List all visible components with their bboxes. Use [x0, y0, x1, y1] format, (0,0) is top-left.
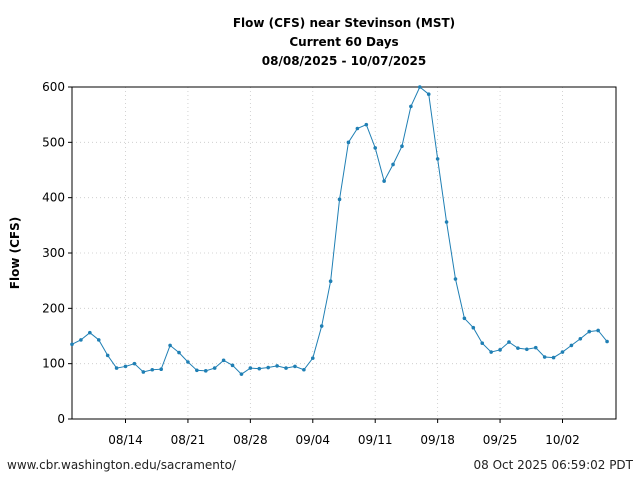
x-tick-label: 09/18: [420, 433, 455, 447]
chart-title-line: Flow (CFS) near Stevinson (MST): [233, 16, 455, 30]
y-tick-label: 300: [42, 246, 65, 260]
data-point: [444, 220, 449, 224]
data-point: [480, 341, 485, 345]
data-point: [382, 179, 386, 183]
data-point: [489, 350, 493, 354]
x-tick-label: 08/28: [233, 433, 268, 447]
data-point: [310, 356, 315, 360]
data-point: [587, 329, 592, 334]
data-point: [302, 367, 306, 372]
series-group: [70, 85, 609, 376]
data-point: [257, 366, 262, 371]
data-point: [418, 85, 422, 89]
flow-series-line: [71, 86, 608, 375]
data-point: [596, 328, 600, 333]
x-tick-label: 09/04: [295, 433, 330, 447]
data-point: [230, 363, 235, 368]
data-point: [605, 339, 609, 344]
data-point: [96, 338, 101, 342]
data-point: [266, 365, 271, 370]
data-point: [221, 358, 226, 363]
data-point: [177, 350, 181, 355]
axis-ticks: 0 100 200 300 400 500 600 08/14 08/21 08/28 09/04 0…: [42, 80, 580, 447]
y-tick-label: 100: [42, 357, 65, 371]
data-point: [426, 92, 431, 96]
data-point: [328, 279, 333, 284]
chart-title-block: Flow (CFS) near Stevinson (MST) Current 6…: [233, 16, 455, 68]
y-tick-label: 200: [42, 301, 65, 315]
timestamp-footer: 08 Oct 2025 06:59:02 PDT: [473, 458, 633, 472]
data-point: [551, 355, 556, 360]
data-point: [150, 367, 155, 372]
data-point: [516, 346, 520, 350]
data-point: [364, 122, 369, 127]
data-point: [88, 330, 92, 335]
data-point: [114, 366, 119, 370]
data-point: [105, 353, 110, 358]
data-point: [275, 364, 279, 368]
data-point: [542, 355, 547, 359]
x-tick-label: 09/11: [358, 433, 393, 447]
data-point: [409, 104, 413, 109]
x-tick-label: 08/14: [108, 433, 143, 447]
y-tick-label: 500: [42, 135, 65, 149]
data-point: [239, 372, 244, 376]
x-tick-label: 10/02: [545, 433, 580, 447]
data-point: [578, 336, 583, 341]
data-point: [141, 370, 146, 374]
data-point: [123, 364, 128, 369]
data-point: [195, 368, 199, 373]
data-point: [132, 361, 137, 366]
data-point: [159, 367, 163, 372]
source-url-footer: www.cbr.washington.edu/sacramento/: [7, 458, 236, 472]
y-axis-label: Flow (CFS): [8, 217, 22, 289]
data-point: [525, 347, 529, 352]
data-point: [560, 350, 565, 354]
data-point: [498, 348, 502, 352]
data-point: [337, 197, 342, 202]
data-point: [373, 146, 378, 150]
chart-title-line: Current 60 Days: [289, 35, 398, 49]
data-point: [569, 343, 574, 348]
data-point: [391, 162, 395, 167]
data-point: [186, 360, 190, 364]
data-point: [168, 343, 172, 348]
data-point: [346, 140, 351, 145]
data-point: [507, 340, 511, 344]
data-point: [319, 324, 324, 328]
x-tick-label: 09/25: [483, 433, 518, 447]
data-point: [293, 364, 297, 369]
data-point: [212, 366, 217, 370]
x-tick-label: 08/21: [171, 433, 206, 447]
data-point: [453, 277, 458, 281]
data-point: [435, 157, 440, 161]
data-point: [471, 325, 476, 330]
data-point: [284, 366, 288, 370]
data-point: [203, 369, 208, 373]
data-point: [248, 366, 253, 370]
data-point: [462, 316, 467, 321]
y-tick-label: 0: [57, 412, 65, 426]
y-tick-label: 400: [42, 191, 65, 205]
data-point: [79, 338, 83, 342]
y-tick-label: 600: [42, 80, 65, 94]
data-point: [70, 342, 74, 347]
data-point: [355, 126, 360, 131]
data-point: [400, 144, 404, 149]
chart-title-line: 08/08/2025 - 10/07/2025: [262, 54, 426, 68]
data-point: [533, 345, 538, 350]
